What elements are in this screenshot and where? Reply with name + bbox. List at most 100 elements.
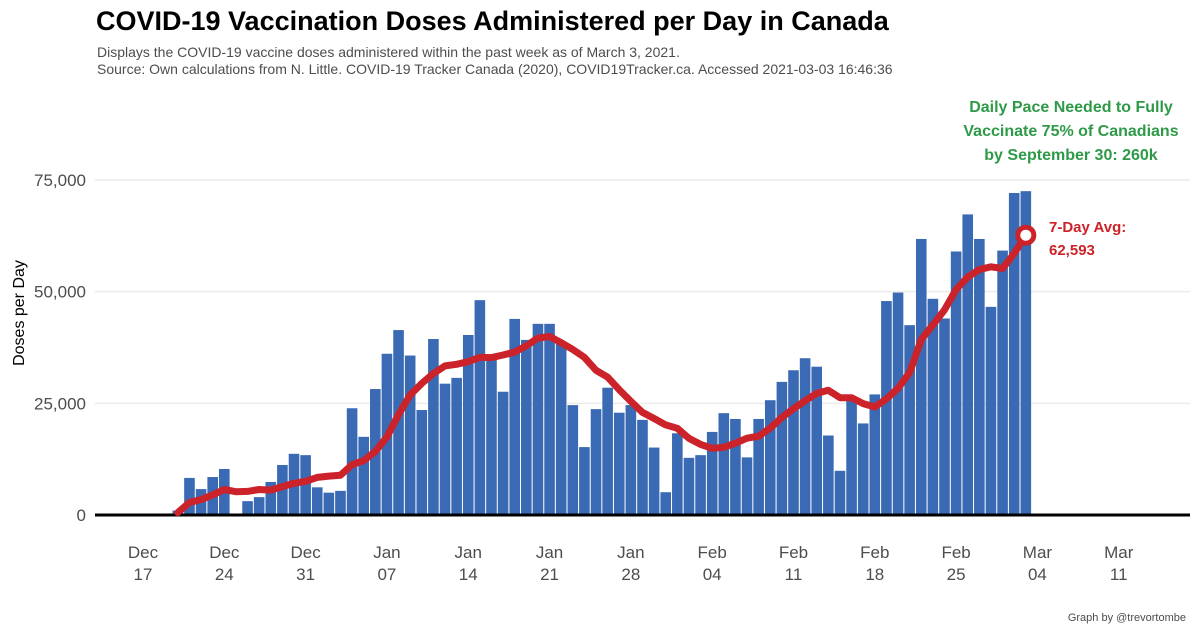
bar: [335, 490, 346, 515]
bar: [393, 330, 404, 515]
bar: [486, 357, 497, 515]
x-tick-day: 28: [621, 565, 640, 584]
bar: [892, 292, 904, 515]
y-axis-title: Doses per Day: [11, 260, 28, 366]
bar: [869, 394, 881, 515]
bar: [927, 298, 939, 515]
bar: [915, 238, 927, 515]
x-tick-day: 17: [134, 565, 153, 584]
x-tick-day: 07: [377, 565, 396, 584]
bar: [672, 433, 683, 515]
bar: [532, 323, 544, 515]
bar: [404, 355, 416, 515]
x-tick-day: 24: [215, 565, 234, 584]
bar: [834, 470, 846, 515]
y-tick-label: 25,000: [34, 394, 86, 413]
chart-title: COVID-19 Vaccination Doses Administered …: [96, 6, 889, 36]
bar: [753, 418, 764, 515]
target-annotation-line-2: Vaccinate 75% of Canadians: [963, 123, 1178, 140]
bar: [311, 487, 323, 515]
bar: [590, 409, 602, 515]
y-tick-label: 75,000: [34, 171, 86, 190]
x-tick-month: Jan: [455, 543, 482, 562]
x-tick-day: 21: [540, 565, 559, 584]
bar: [544, 323, 555, 515]
x-tick-month: Jan: [617, 543, 644, 562]
x-tick-month: Feb: [941, 543, 970, 562]
bar: [555, 343, 567, 515]
bar: [950, 251, 962, 515]
bar: [962, 214, 974, 516]
bar: [997, 250, 1008, 515]
x-tick-month: Mar: [1023, 543, 1053, 562]
bar: [451, 377, 462, 515]
bar: [300, 455, 311, 515]
bar: [358, 436, 370, 515]
bar: [323, 492, 335, 515]
bar: [509, 318, 521, 515]
chart-source: Source: Own calculations from N. Little.…: [97, 61, 893, 77]
x-tick-month: Jan: [373, 543, 400, 562]
bar: [184, 477, 195, 515]
target-annotation-line-1: Daily Pace Needed to Fully: [969, 99, 1173, 116]
bar: [695, 455, 706, 515]
x-tick-day: 25: [947, 565, 966, 584]
bar: [764, 400, 776, 515]
bar: [823, 435, 834, 515]
y-tick-label: 0: [77, 506, 86, 525]
bar: [439, 383, 451, 515]
chart-subtitle: Displays the COVID-19 vaccine doses admi…: [97, 44, 680, 60]
bar: [567, 405, 579, 515]
x-tick-month: Jan: [536, 543, 563, 562]
x-tick-month: Dec: [209, 543, 240, 562]
bar: [428, 339, 439, 515]
bar: [881, 301, 892, 515]
bar: [683, 457, 695, 515]
bar: [741, 457, 753, 515]
bar: [788, 370, 799, 515]
bar: [1020, 191, 1032, 515]
x-tick-month: Dec: [128, 543, 159, 562]
avg-value: 62,593: [1049, 242, 1095, 259]
x-tick-day: 14: [459, 565, 478, 584]
x-tick-day: 11: [785, 565, 803, 584]
bar: [625, 405, 637, 515]
bar: [521, 339, 532, 515]
bar: [974, 238, 985, 515]
bar: [718, 413, 730, 515]
bar: [904, 325, 915, 515]
bar: [579, 447, 590, 515]
bar: [846, 400, 857, 515]
bar: [637, 419, 648, 515]
bar: [1008, 192, 1020, 515]
x-tick-day: 11: [1110, 565, 1128, 584]
x-tick-day: 31: [296, 565, 315, 584]
bar: [939, 318, 950, 515]
bar: [706, 431, 718, 515]
bar: [648, 447, 660, 515]
bar: [857, 423, 869, 515]
bar: [416, 410, 428, 515]
x-tick-day: 04: [703, 565, 722, 584]
bar: [811, 366, 823, 515]
x-tick-day: 18: [865, 565, 884, 584]
bar: [985, 306, 997, 515]
bar: [462, 334, 474, 515]
bar: [253, 497, 265, 515]
bar: [613, 412, 625, 515]
x-tick-month: Feb: [860, 543, 889, 562]
bar: [602, 387, 613, 515]
y-tick-label: 50,000: [34, 283, 86, 302]
bar: [497, 391, 509, 515]
avg-line: [174, 231, 1030, 517]
bar: [474, 300, 486, 515]
target-annotation-line-3: by September 30: 260k: [984, 147, 1158, 164]
x-tick-month: Mar: [1104, 543, 1134, 562]
x-tick-month: Feb: [779, 543, 808, 562]
x-tick-month: Dec: [291, 543, 322, 562]
avg-label: 7-Day Avg:: [1049, 219, 1126, 236]
bar: [776, 381, 788, 515]
bar: [265, 481, 277, 515]
bar: [730, 418, 741, 515]
